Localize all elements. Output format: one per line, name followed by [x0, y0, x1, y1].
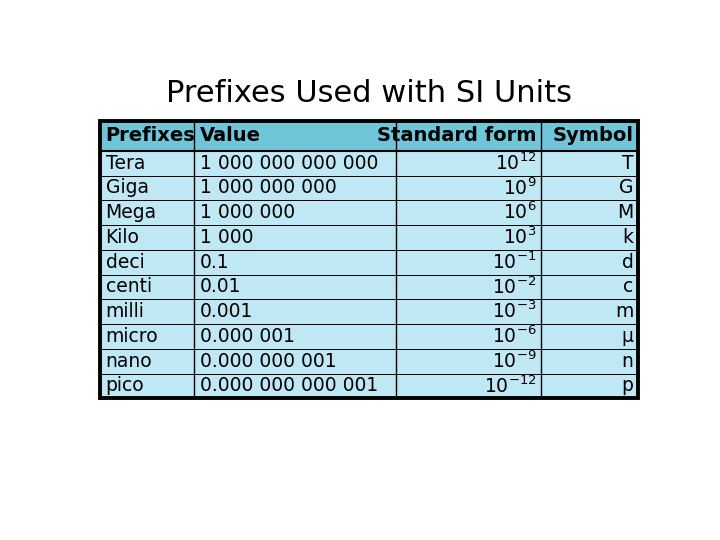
Text: $10^{3}$: $10^{3}$ — [503, 227, 536, 248]
Text: milli: milli — [106, 302, 145, 321]
Bar — [100, 200, 638, 225]
Text: 0.001: 0.001 — [199, 302, 253, 321]
Bar — [100, 299, 638, 324]
Text: deci: deci — [106, 253, 145, 272]
Text: 0.000 000 001: 0.000 000 001 — [199, 352, 336, 370]
Text: $10^{-12}$: $10^{-12}$ — [484, 375, 536, 397]
Text: G: G — [619, 179, 634, 198]
Text: T: T — [622, 154, 634, 173]
Text: $10^{-6}$: $10^{-6}$ — [492, 326, 536, 347]
Text: micro: micro — [106, 327, 158, 346]
Text: 0.000 000 000 001: 0.000 000 000 001 — [199, 376, 378, 395]
Text: Prefixes Used with SI Units: Prefixes Used with SI Units — [166, 79, 572, 109]
Text: p: p — [621, 376, 634, 395]
Text: d: d — [621, 253, 634, 272]
Bar — [100, 349, 638, 374]
Text: 1 000 000: 1 000 000 — [199, 203, 295, 222]
Text: n: n — [621, 352, 634, 370]
Text: Value: Value — [199, 126, 261, 145]
Text: 1 000 000 000 000: 1 000 000 000 000 — [199, 154, 378, 173]
Text: nano: nano — [106, 352, 152, 370]
Text: m: m — [615, 302, 634, 321]
Text: k: k — [623, 228, 634, 247]
Text: 0.01: 0.01 — [199, 278, 241, 296]
Bar — [100, 374, 638, 399]
Text: $10^{9}$: $10^{9}$ — [503, 177, 536, 199]
Bar — [100, 151, 638, 176]
Text: pico: pico — [106, 376, 144, 395]
Text: $10^{-1}$: $10^{-1}$ — [492, 252, 536, 273]
Bar — [100, 274, 638, 299]
Text: Mega: Mega — [106, 203, 157, 222]
Text: $10^{12}$: $10^{12}$ — [495, 152, 536, 174]
Text: 0.000 001: 0.000 001 — [199, 327, 294, 346]
Text: $10^{6}$: $10^{6}$ — [503, 202, 536, 224]
Text: Symbol: Symbol — [552, 126, 634, 145]
Text: $10^{-9}$: $10^{-9}$ — [492, 350, 536, 372]
Text: 1 000 000 000: 1 000 000 000 — [199, 179, 336, 198]
Text: Tera: Tera — [106, 154, 145, 173]
Text: Giga: Giga — [106, 179, 148, 198]
Text: M: M — [617, 203, 634, 222]
Bar — [100, 121, 638, 151]
Text: Kilo: Kilo — [106, 228, 140, 247]
Text: centi: centi — [106, 278, 152, 296]
Bar — [100, 324, 638, 349]
Text: Standard form: Standard form — [377, 126, 536, 145]
Bar — [100, 225, 638, 250]
Text: $10^{-3}$: $10^{-3}$ — [492, 301, 536, 322]
Text: 1 000: 1 000 — [199, 228, 253, 247]
Text: $10^{-2}$: $10^{-2}$ — [492, 276, 536, 298]
Text: μ: μ — [621, 327, 634, 346]
Bar — [100, 121, 638, 399]
Text: c: c — [624, 278, 634, 296]
Text: 0.1: 0.1 — [199, 253, 230, 272]
Bar — [100, 176, 638, 200]
Bar — [100, 250, 638, 274]
Text: Prefixes: Prefixes — [106, 126, 195, 145]
